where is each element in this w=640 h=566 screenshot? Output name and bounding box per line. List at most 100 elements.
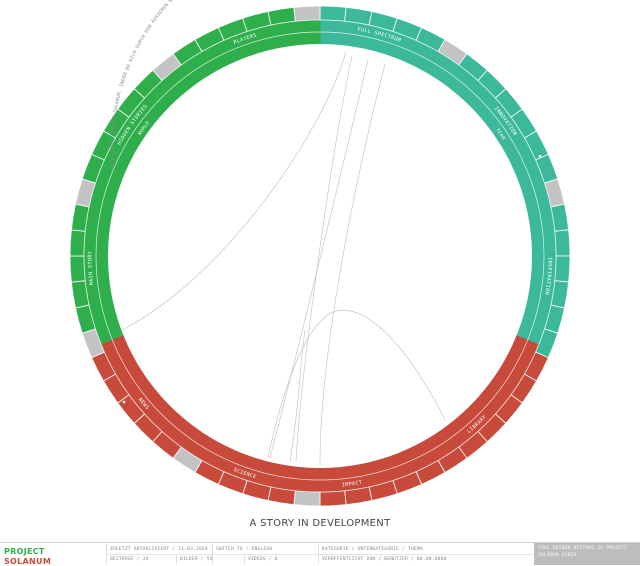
inner-band-cell[interactable] [278, 476, 289, 490]
inner-band-cell[interactable] [327, 20, 338, 33]
inner-band-cell[interactable] [148, 391, 163, 406]
inner-band-cell[interactable] [111, 137, 127, 151]
inner-band-cell[interactable] [138, 117, 154, 132]
inner-band-cell[interactable] [107, 353, 123, 367]
inner-band-cell[interactable] [335, 478, 345, 492]
inner-band-cell[interactable] [530, 270, 544, 280]
inner-band-cell[interactable] [412, 443, 426, 458]
inner-band-cell[interactable] [158, 94, 174, 109]
inner-band-cell[interactable] [540, 215, 554, 226]
inner-band-cell[interactable] [138, 399, 154, 414]
inner-band-cell[interactable] [539, 206, 553, 218]
inner-band-cell[interactable] [170, 84, 185, 99]
inner-band-cell[interactable] [272, 463, 284, 477]
inner-band-cell[interactable] [505, 374, 521, 389]
inner-band-cell[interactable] [115, 157, 130, 170]
inner-band-cell[interactable] [461, 408, 476, 423]
inner-band-cell[interactable] [406, 51, 419, 66]
inner-band-cell[interactable] [463, 75, 479, 90]
inner-band-cell[interactable] [311, 20, 321, 33]
ring-cell[interactable] [554, 229, 571, 257]
inner-band-cell[interactable] [87, 206, 102, 218]
inner-band-cell[interactable] [543, 239, 556, 249]
inner-band-cell[interactable] [168, 69, 183, 85]
inner-band-cell[interactable] [531, 240, 544, 250]
inner-band-cell[interactable] [469, 80, 485, 96]
inner-band-cell[interactable] [510, 157, 525, 171]
inner-band-cell[interactable] [482, 112, 497, 126]
inner-band-cell[interactable] [358, 475, 370, 489]
inner-band-cell[interactable] [303, 467, 313, 480]
inner-band-cell[interactable] [529, 224, 543, 235]
inner-band-cell[interactable] [438, 55, 453, 71]
inner-band-cell[interactable] [335, 20, 346, 34]
inner-band-cell[interactable] [162, 74, 177, 90]
inner-band-cell[interactable] [342, 33, 352, 47]
inner-band-cell[interactable] [486, 380, 502, 395]
ring-cell[interactable] [319, 490, 347, 507]
inner-band-cell[interactable] [87, 294, 101, 306]
inner-band-cell[interactable] [525, 201, 540, 213]
inner-band-cell[interactable] [96, 255, 109, 264]
inner-band-cell[interactable] [180, 436, 195, 452]
inner-band-cell[interactable] [326, 467, 336, 480]
inner-band-cell[interactable] [525, 300, 540, 311]
inner-band-cell[interactable] [247, 28, 259, 43]
inner-band-cell[interactable] [134, 103, 149, 119]
inner-band-cell[interactable] [138, 380, 153, 394]
inner-band-cell[interactable] [167, 427, 183, 442]
inner-band-cell[interactable] [351, 22, 362, 36]
inner-band-cell[interactable] [228, 449, 241, 464]
inner-band-cell[interactable] [109, 171, 124, 184]
inner-band-cell[interactable] [188, 55, 202, 71]
inner-band-cell[interactable] [85, 222, 99, 233]
inner-band-cell[interactable] [475, 86, 491, 101]
inner-band-cell[interactable] [451, 432, 466, 448]
inner-band-cell[interactable] [419, 439, 432, 455]
inner-band-cell[interactable] [302, 479, 313, 492]
inner-band-cell[interactable] [296, 32, 306, 46]
inner-band-cell[interactable] [273, 35, 284, 49]
inner-band-cell[interactable] [431, 445, 446, 461]
inner-band-cell[interactable] [89, 198, 103, 210]
inner-band-cell[interactable] [153, 397, 168, 412]
inner-band-cell[interactable] [466, 403, 482, 418]
inner-band-cell[interactable] [438, 427, 452, 443]
inner-band-cell[interactable] [311, 467, 320, 480]
inner-band-cell[interactable] [84, 255, 97, 265]
inner-band-cell[interactable] [100, 201, 115, 212]
inner-band-cell[interactable] [501, 117, 516, 132]
inner-band-cell[interactable] [104, 346, 119, 360]
inner-band-cell[interactable] [99, 208, 113, 220]
inner-band-cell[interactable] [541, 279, 555, 290]
inner-band-cell[interactable] [187, 441, 202, 457]
inner-band-cell[interactable] [124, 116, 140, 131]
inner-band-cell[interactable] [516, 328, 531, 341]
inner-band-cell[interactable] [444, 74, 459, 90]
inner-band-cell[interactable] [164, 89, 179, 104]
community-dot[interactable] [538, 154, 542, 158]
inner-band-cell[interactable] [503, 355, 518, 369]
inner-band-cell[interactable] [399, 48, 412, 63]
inner-band-cell[interactable] [101, 159, 116, 173]
inner-band-cell[interactable] [457, 427, 472, 443]
inner-band-cell[interactable] [115, 367, 131, 382]
inner-band-cell[interactable] [215, 457, 229, 472]
inner-band-cell[interactable] [85, 278, 99, 289]
inner-band-cell[interactable] [133, 374, 149, 388]
inner-band-cell[interactable] [258, 38, 270, 53]
inner-band-cell[interactable] [419, 58, 433, 73]
segment-label[interactable]: INSPIRATION [543, 257, 552, 295]
inner-band-cell[interactable] [540, 287, 554, 298]
inner-band-cell[interactable] [303, 20, 313, 33]
inner-band-cell[interactable] [517, 354, 533, 368]
inner-band-cell[interactable] [194, 65, 209, 81]
inner-band-cell[interactable] [356, 463, 367, 477]
inner-band-cell[interactable] [287, 21, 298, 35]
inner-band-cell[interactable] [96, 270, 110, 280]
inner-band-cell[interactable] [496, 110, 512, 125]
inner-band-cell[interactable] [472, 397, 487, 413]
inner-band-cell[interactable] [175, 418, 190, 433]
inner-band-cell[interactable] [363, 461, 375, 476]
inner-band-cell[interactable] [286, 477, 297, 491]
